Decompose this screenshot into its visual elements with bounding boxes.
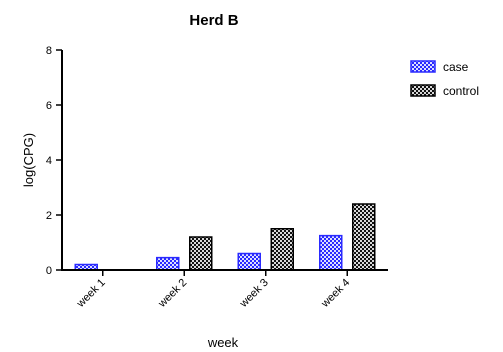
legend-label-control: control [443, 84, 479, 98]
x-tick-label-week-4: week 4 [319, 277, 353, 311]
x-axis-label: week [207, 335, 239, 350]
y-tick-label-6: 6 [46, 100, 52, 112]
x-ticks-group: week 1 week 2 week 3 week 4 [74, 270, 352, 310]
chart-title: Herd B [189, 12, 238, 29]
y-tick-label-4: 4 [46, 155, 52, 167]
bar-control-week-3 [270, 228, 294, 271]
x-tick-label-week-2: week 2 [156, 277, 190, 311]
bar-case-week-3 [237, 252, 261, 271]
bar-case-week-4 [319, 234, 343, 271]
bar-control-week-2 [189, 236, 213, 271]
y-axis-label: log(CPG) [21, 133, 36, 187]
legend-swatch-case [410, 60, 436, 73]
y-tick-label-0: 0 [46, 265, 52, 277]
bar-control-week-4 [352, 203, 376, 271]
x-tick-label-week-3: week 3 [237, 277, 271, 311]
legend-label-case: case [443, 60, 469, 74]
bar-case-week-2 [156, 256, 180, 271]
legend: case control [410, 60, 479, 98]
y-tick-label-2: 2 [46, 210, 52, 222]
y-tick-label-8: 8 [46, 45, 52, 57]
x-tick-label-week-1: week 1 [74, 277, 108, 311]
legend-swatch-control [410, 84, 436, 97]
bars-group [74, 203, 376, 271]
y-ticks-group: 0 2 4 6 8 [46, 45, 62, 277]
